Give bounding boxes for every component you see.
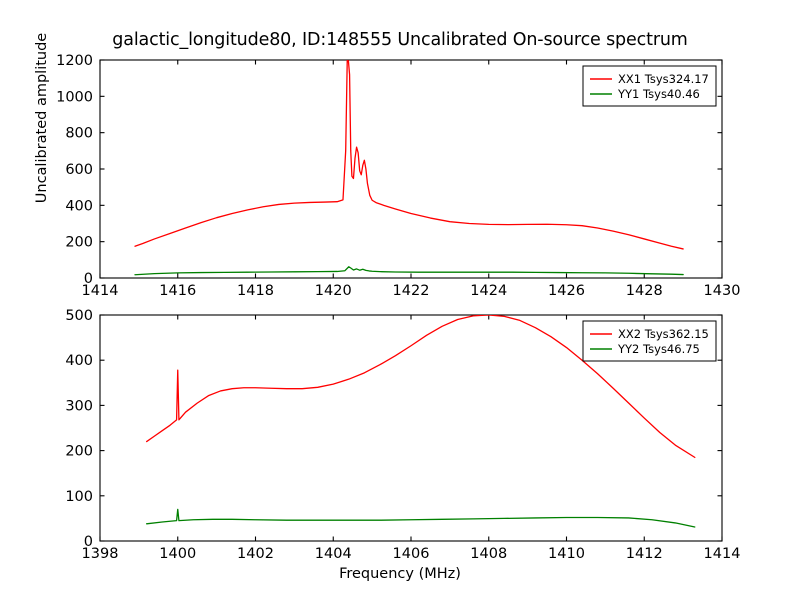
x-tick-label: 1428 bbox=[626, 283, 663, 299]
data-layer bbox=[146, 315, 696, 528]
x-tick-label: 1426 bbox=[548, 283, 585, 299]
series-line bbox=[134, 266, 684, 276]
y-tick-label: 100 bbox=[65, 489, 93, 505]
x-tick-label: 1418 bbox=[237, 283, 274, 299]
y-tick-label: 1000 bbox=[56, 89, 93, 105]
y-tick-label: 400 bbox=[65, 353, 93, 369]
x-tick-label: 1412 bbox=[626, 546, 663, 562]
y-tick-label: 600 bbox=[65, 162, 93, 178]
x-tick-label: 1430 bbox=[704, 283, 741, 299]
legend-box bbox=[582, 65, 717, 107]
x-tick-label: 1406 bbox=[393, 546, 430, 562]
series-line bbox=[134, 60, 684, 250]
x-tick-label: 1422 bbox=[393, 283, 430, 299]
legend-box bbox=[582, 320, 717, 362]
legend-label: YY2 Tsys46.75 bbox=[617, 342, 700, 356]
legend-label: XX2 Tsys362.15 bbox=[618, 327, 709, 341]
x-tick-label: 1408 bbox=[470, 546, 507, 562]
series-line bbox=[146, 315, 696, 459]
y-tick-label: 200 bbox=[65, 235, 93, 251]
x-tick-label: 1414 bbox=[82, 283, 119, 299]
y-tick-label: 0 bbox=[84, 271, 93, 287]
x-tick-label: 1402 bbox=[237, 546, 274, 562]
x-tick-label: 1424 bbox=[470, 283, 507, 299]
page-title: galactic_longitude80, ID:148555 Uncalibr… bbox=[112, 30, 688, 50]
x-tick-label: 1410 bbox=[548, 546, 585, 562]
y-tick-label: 0 bbox=[84, 534, 93, 550]
legend-label: YY1 Tsys40.46 bbox=[617, 87, 700, 101]
x-axis-label: Frequency (MHz) bbox=[339, 566, 461, 582]
panel-top-panel: 1414 1416 1418 1420 1422 1424 1426 1428 1430 0 200… bbox=[56, 53, 740, 299]
x-tick-label: 1398 bbox=[82, 546, 119, 562]
legend-label: XX1 Tsys324.17 bbox=[618, 72, 709, 86]
y-tick-label: 1200 bbox=[56, 53, 93, 69]
panel-bottom-panel: 1398 1400 1402 1404 1406 1408 1410 1412 1414 0 100… bbox=[65, 308, 740, 562]
x-tick-label: 1420 bbox=[315, 283, 352, 299]
y-tick-label: 300 bbox=[65, 398, 93, 414]
y-tick-label: 800 bbox=[65, 126, 93, 142]
x-tick-label: 1404 bbox=[315, 546, 352, 562]
y-tick-label: 500 bbox=[65, 308, 93, 324]
y-tick-label: 200 bbox=[65, 444, 93, 460]
y-tick-label: 400 bbox=[65, 198, 93, 214]
series-line bbox=[146, 508, 696, 528]
x-tick-label: 1414 bbox=[704, 546, 741, 562]
x-tick-label: 1416 bbox=[159, 283, 196, 299]
x-tick-label: 1400 bbox=[159, 546, 196, 562]
data-layer bbox=[134, 60, 684, 276]
